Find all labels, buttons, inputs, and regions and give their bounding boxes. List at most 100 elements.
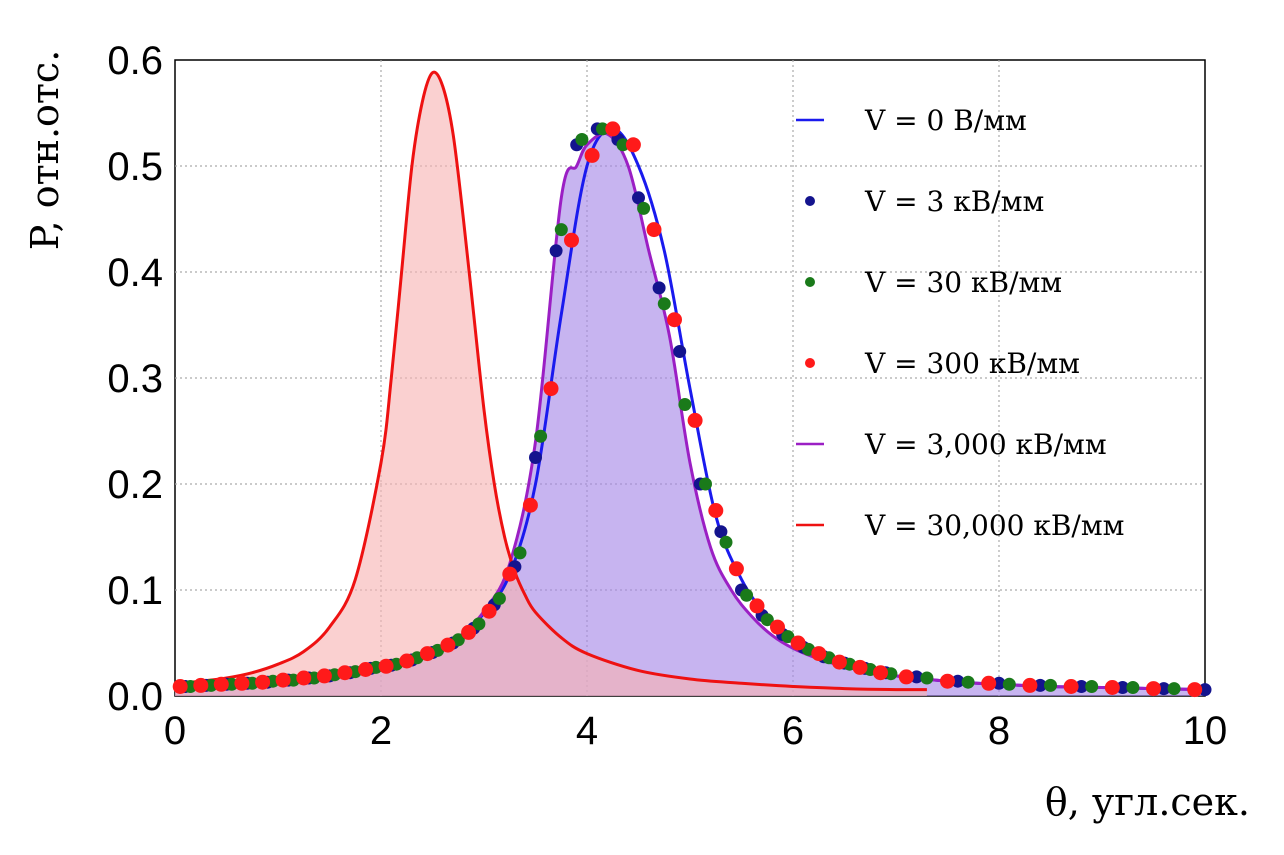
series-3-point — [605, 121, 621, 137]
legend-swatch-2 — [805, 277, 815, 287]
y-axis-label: P, отн.отс. — [23, 50, 67, 251]
x-tick-label: 4 — [576, 709, 598, 753]
series-3-point — [1146, 681, 1161, 697]
series-3-point — [790, 635, 806, 651]
series-2-point — [678, 398, 692, 411]
series-3-point — [770, 619, 785, 635]
series-3-point — [461, 624, 477, 640]
series-1-point — [529, 451, 542, 464]
series-2-point — [781, 630, 795, 644]
series-3-point — [234, 675, 250, 691]
series-3-point — [564, 232, 579, 248]
series-2-point — [657, 297, 671, 311]
series-3-point — [337, 665, 353, 681]
series-3-point — [481, 603, 497, 619]
series-3-point — [255, 674, 271, 690]
series-1-point — [1157, 682, 1171, 696]
series-1-point — [1033, 678, 1047, 692]
series-2-point — [513, 546, 527, 560]
series-3-point — [440, 637, 456, 653]
series-2-point — [534, 429, 548, 443]
series-1-point — [632, 191, 645, 205]
series-1-point — [549, 244, 563, 258]
series-3-point — [981, 675, 997, 691]
legend-label-4: V = 3,000 кВ/мм — [864, 428, 1107, 461]
series-1-point — [992, 676, 1006, 690]
series-3-point — [378, 658, 394, 674]
series-3-point — [399, 653, 415, 669]
series-2-point — [616, 138, 630, 152]
series-3-point — [172, 679, 188, 694]
series-3-point — [1063, 679, 1079, 694]
series-3-point — [316, 668, 332, 684]
series-2-point — [1002, 677, 1016, 691]
series-3-point — [708, 503, 724, 518]
series-3-point — [852, 659, 868, 675]
series-3-point — [193, 677, 209, 693]
series-2-point — [1126, 681, 1140, 694]
series-2-point — [575, 133, 589, 146]
series-1-point — [673, 345, 687, 358]
series-3-point — [625, 137, 641, 153]
series-3-point — [1187, 682, 1203, 698]
x-tick-labels: 0 2 4 6 8 10 — [164, 709, 1227, 753]
series-3-point — [358, 662, 374, 677]
series-3-point — [419, 646, 435, 662]
legend-swatch-3 — [805, 358, 815, 368]
series-1-point — [714, 525, 728, 539]
series-3-point — [749, 598, 765, 614]
series-2-point — [1044, 678, 1057, 692]
legend-label-2: V = 30 кВ/мм — [864, 266, 1062, 299]
series-2-point — [1167, 682, 1181, 696]
y-tick-label: 0.0 — [107, 675, 163, 719]
x-tick-label: 10 — [1183, 709, 1228, 753]
x-tick-label: 8 — [988, 709, 1010, 753]
series-3-point — [522, 497, 538, 513]
series-2-point — [961, 675, 975, 689]
series-3-point — [275, 672, 291, 688]
series-3-point — [873, 665, 888, 681]
y-tick-label: 0.4 — [107, 251, 163, 295]
y-tick-label: 0.6 — [107, 39, 163, 83]
x-tick-label: 6 — [782, 709, 804, 753]
series-2-point — [719, 535, 733, 549]
series-1-point — [1116, 681, 1130, 694]
y-tick-label: 0.2 — [107, 463, 163, 507]
series-1-point — [1198, 683, 1212, 697]
legend-label-3: V = 300 кВ/мм — [864, 347, 1080, 380]
series-2-point — [740, 588, 754, 602]
legend-label-1: V = 3 кВ/мм — [864, 185, 1044, 218]
series-5-line — [174, 70, 927, 692]
series-3-point — [687, 412, 703, 428]
series-3-point — [1104, 680, 1120, 695]
x-tick-label: 0 — [164, 709, 186, 753]
y-tick-label: 0.3 — [107, 357, 163, 401]
series-3-point — [296, 670, 312, 686]
series-2-point — [472, 617, 486, 631]
x-axis-label: θ, угл.сек. — [1045, 780, 1250, 824]
series-2-point — [920, 671, 934, 685]
series-points — [172, 121, 1212, 698]
series-2-point — [699, 477, 712, 491]
series-3-point — [831, 654, 847, 670]
series-3-point — [728, 561, 744, 577]
y-tick-label: 0.5 — [107, 145, 163, 189]
series-3-point — [646, 222, 662, 238]
series-3-point — [584, 147, 600, 163]
series-2-point — [760, 613, 774, 627]
legend-label-0: V = 0 В/мм — [864, 104, 1027, 137]
series-3-point — [811, 646, 827, 662]
legend-swatch-1 — [805, 196, 815, 206]
series-4-area — [175, 133, 1205, 696]
series-1-point — [951, 674, 965, 688]
series-3-point — [502, 566, 518, 582]
legend: V = 0 В/мм V = 3 кВ/мм V = 30 кВ/мм V = 300… — [796, 104, 1124, 542]
y-tick-labels: 0.0 0.1 0.2 0.3 0.4 0.5 0.6 — [107, 39, 163, 719]
series-3-point — [940, 673, 955, 689]
legend-label-5: V = 30,000 кВ/мм — [864, 509, 1124, 542]
series-3-point — [213, 676, 229, 692]
x-tick-label: 2 — [370, 709, 392, 753]
series-1-point — [910, 670, 924, 684]
y-tick-label: 0.1 — [107, 569, 163, 613]
